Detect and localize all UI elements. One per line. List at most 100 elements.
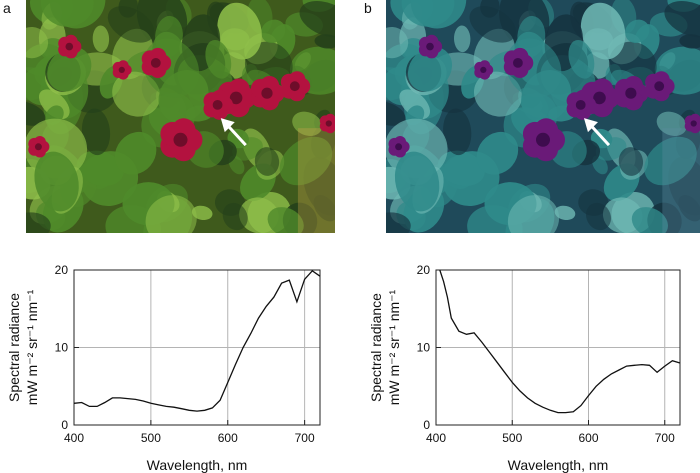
chart-a-xtick-label-500: 500 bbox=[141, 431, 161, 445]
flower-center bbox=[513, 58, 523, 68]
flower-b-8 bbox=[388, 136, 410, 158]
flower-b-3 bbox=[645, 71, 675, 102]
arrow-head-icon bbox=[220, 118, 235, 133]
light-patch-a bbox=[297, 128, 335, 233]
leaf-a-54 bbox=[26, 101, 46, 126]
leaf-b-95 bbox=[476, 131, 519, 175]
flower-b-2 bbox=[614, 76, 649, 111]
chart-a-ytick-label-20: 20 bbox=[55, 263, 69, 277]
flower-b-6 bbox=[418, 34, 443, 59]
flower-center bbox=[65, 42, 74, 51]
leaf-b-90 bbox=[469, 6, 516, 43]
chart-b-ytick-label-20: 20 bbox=[417, 263, 431, 277]
flower-center bbox=[426, 42, 434, 51]
leaf-b-76 bbox=[401, 0, 455, 27]
flower-center bbox=[575, 100, 586, 110]
leaf-b-92 bbox=[631, 207, 668, 233]
chart-a-ytick-label-0: 0 bbox=[61, 418, 68, 432]
flower-a-9 bbox=[319, 113, 335, 134]
leaf-a-71 bbox=[279, 136, 333, 186]
leaf-a-106 bbox=[299, 1, 335, 38]
flower-center bbox=[261, 87, 273, 99]
leaf-a-118 bbox=[314, 34, 335, 49]
flower-a-3 bbox=[280, 71, 311, 102]
leaf-b-89 bbox=[453, 25, 471, 53]
leaf-b-57 bbox=[554, 205, 576, 221]
chart-b: 400 500 600 700 0 10 20 Wavelength, nm Spectral … bbox=[368, 263, 681, 473]
leaf-b-113 bbox=[580, 2, 626, 60]
leaf-b-106 bbox=[664, 1, 700, 38]
chart-a-xlabel: Wavelength, nm bbox=[147, 457, 248, 473]
flower-center bbox=[34, 143, 42, 151]
flower-a-8 bbox=[28, 136, 50, 158]
leaf-a-82 bbox=[313, 194, 335, 222]
flower-a-0 bbox=[160, 118, 203, 162]
leaf-a-49 bbox=[239, 197, 279, 233]
leaf-a-99 bbox=[261, 19, 286, 44]
chart-a-xtick-label-700: 700 bbox=[295, 431, 315, 445]
flower-b-7 bbox=[474, 60, 494, 80]
leaf-a-116 bbox=[205, 39, 232, 79]
leaf-a-78 bbox=[81, 108, 111, 156]
flower-center bbox=[593, 91, 606, 105]
flower-a-4 bbox=[203, 89, 234, 120]
leaf-a-117 bbox=[145, 195, 197, 233]
chart-a-ylabel-line2: mW m⁻² sr⁻¹ nm⁻¹ bbox=[24, 289, 40, 405]
leaf-a-75 bbox=[76, 150, 124, 186]
leaf-b-112 bbox=[407, 46, 453, 92]
leaf-b-66 bbox=[618, 147, 644, 176]
leaf-a-93 bbox=[292, 111, 323, 136]
chart-b-xtick-label-500: 500 bbox=[502, 431, 522, 445]
leaf-a-110 bbox=[222, 202, 248, 231]
flower-a-7 bbox=[112, 60, 132, 80]
flower-b-5 bbox=[503, 47, 534, 78]
leaf-a-105 bbox=[112, 71, 161, 117]
leaf-a-77 bbox=[26, 26, 49, 59]
flower-center bbox=[150, 58, 161, 68]
chart-a-xtick-label-400: 400 bbox=[64, 431, 84, 445]
flower-a-5 bbox=[141, 47, 172, 78]
leaf-a-66 bbox=[254, 147, 280, 176]
leaf-a-95 bbox=[114, 131, 157, 175]
leaf-b-74 bbox=[386, 212, 411, 233]
leaf-a-57 bbox=[191, 205, 213, 221]
flower-center bbox=[536, 132, 550, 147]
flower-center bbox=[173, 132, 188, 147]
leaf-b-110 bbox=[586, 202, 611, 231]
leaf-a-112 bbox=[47, 46, 92, 92]
flower-center bbox=[625, 87, 637, 99]
leaf-b-116 bbox=[568, 39, 595, 79]
chart-b-xtick-label-400: 400 bbox=[426, 431, 446, 445]
chart-b-xtick-label-600: 600 bbox=[578, 431, 598, 445]
leaf-b-115 bbox=[394, 151, 440, 212]
leaf-b-117 bbox=[507, 195, 560, 233]
leaf-b-54 bbox=[386, 101, 406, 126]
chart-b-ytick-label-0: 0 bbox=[423, 418, 430, 432]
leaf-b-49 bbox=[602, 197, 643, 233]
photo-geranium-blue-shifted bbox=[386, 0, 700, 233]
flower-a-6 bbox=[58, 34, 82, 59]
leaf-b-99 bbox=[625, 19, 650, 44]
panel-letter-b: b bbox=[364, 0, 372, 16]
flower-center bbox=[690, 120, 697, 127]
leaf-a-113 bbox=[217, 2, 262, 60]
leaf-b-105 bbox=[473, 71, 523, 117]
leaf-a-115 bbox=[34, 151, 79, 212]
flower-center bbox=[325, 120, 332, 127]
chart-b-ylabel-line1: Spectral radiance bbox=[368, 293, 384, 402]
chart-a-xtick-label-600: 600 bbox=[218, 431, 238, 445]
leaf-a-74 bbox=[26, 212, 51, 233]
light-patch-b bbox=[662, 128, 700, 233]
flower-center bbox=[289, 81, 300, 92]
flower-center bbox=[118, 66, 125, 73]
flower-center bbox=[229, 91, 243, 105]
leaf-b-75 bbox=[438, 150, 485, 186]
leaf-a-76 bbox=[40, 0, 94, 27]
leaf-a-90 bbox=[107, 6, 155, 43]
chart-b-ytick-label-10: 10 bbox=[417, 341, 431, 355]
leaf-b-78 bbox=[443, 108, 472, 156]
leaf-b-118 bbox=[679, 34, 700, 49]
chart-b-ylabel-line2: mW m⁻² sr⁻¹ nm⁻¹ bbox=[386, 289, 402, 405]
leaf-a-92 bbox=[267, 207, 304, 233]
